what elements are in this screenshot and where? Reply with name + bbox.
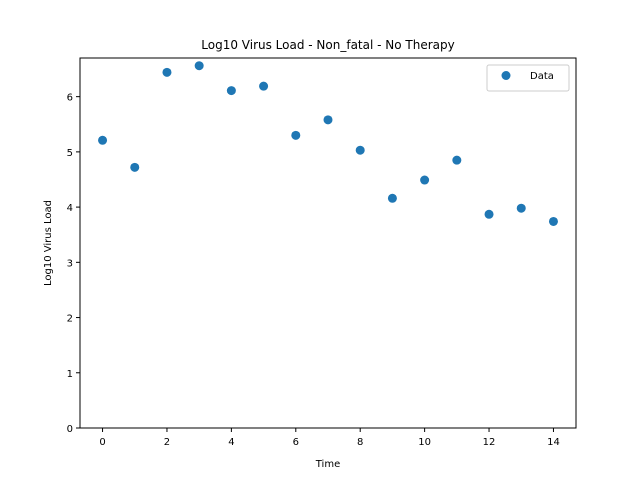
data-point [452, 155, 462, 165]
data-point [387, 193, 397, 203]
y-tick-label: 5 [67, 148, 73, 159]
data-point [516, 203, 526, 213]
x-tick-label: 12 [483, 437, 496, 448]
chart-title: Log10 Virus Load - Non_fatal - No Therap… [201, 38, 454, 52]
x-axis: 0 2 4 6 8 10 12 14 [99, 428, 560, 448]
x-tick-label: 10 [418, 437, 431, 448]
data-point [98, 135, 108, 145]
y-tick-label: 4 [67, 203, 73, 214]
legend-box [486, 64, 570, 92]
x-tick-label: 0 [99, 437, 105, 448]
plot-area [98, 61, 558, 226]
legend-marker [501, 71, 511, 80]
y-tick-label: 2 [67, 314, 73, 325]
y-axis-label: Log10 Virus Load [43, 200, 54, 286]
data-point [162, 67, 172, 77]
x-tick-label: 6 [293, 437, 299, 448]
y-tick-label: 3 [67, 258, 73, 269]
x-tick-label: 14 [547, 437, 560, 448]
data-point [355, 145, 365, 155]
x-tick-label: 2 [164, 437, 170, 448]
x-axis-label: Time [315, 459, 340, 470]
data-point [548, 216, 558, 226]
data-point [420, 175, 430, 185]
data-point [226, 86, 236, 96]
axes-frame [79, 57, 577, 429]
data-point [291, 130, 301, 140]
y-axis: 0 1 2 3 4 5 6 [67, 93, 80, 435]
data-point [259, 81, 269, 91]
x-tick-label: 8 [357, 437, 363, 448]
x-tick-label: 4 [228, 437, 234, 448]
data-point [323, 115, 333, 125]
data-point [130, 162, 140, 172]
data-point [484, 209, 494, 219]
y-tick-label: 6 [67, 93, 73, 104]
data-point [194, 61, 204, 71]
y-tick-label: 1 [67, 369, 73, 380]
y-tick-label: 0 [67, 424, 73, 435]
legend: Data [486, 64, 570, 92]
legend-label: Data [530, 71, 554, 82]
